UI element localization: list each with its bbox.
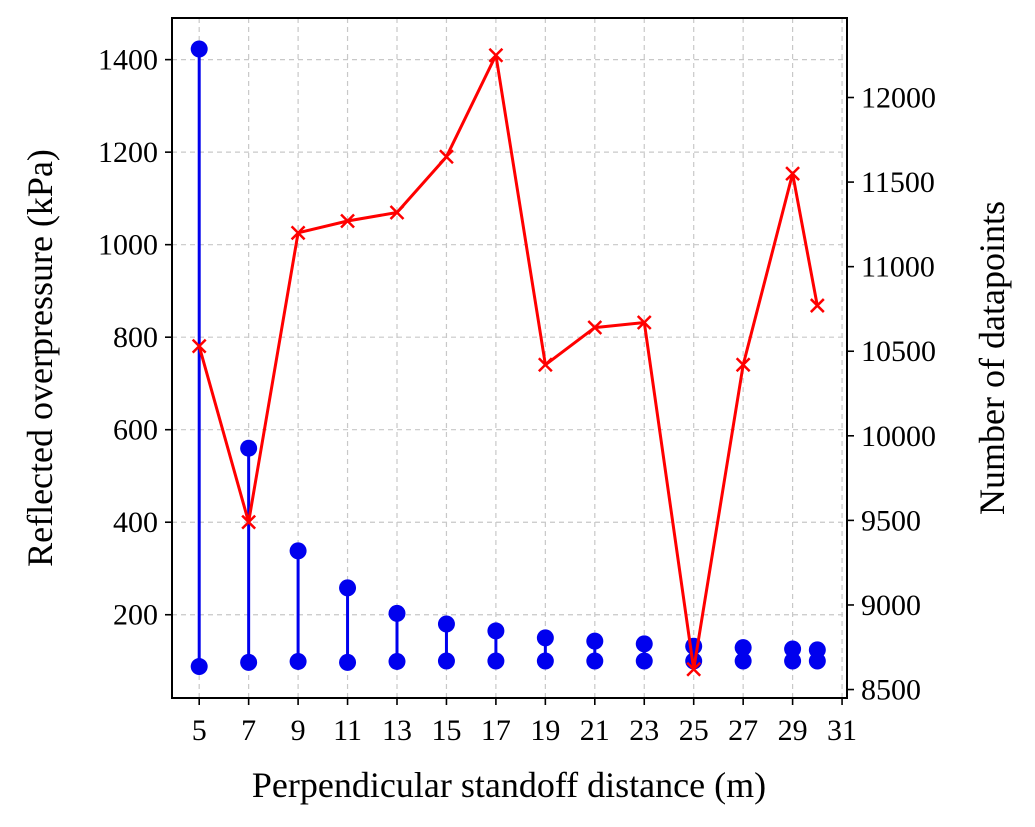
count-marker [587,320,603,335]
x-tick-label: 17 [481,714,511,747]
y-right-tick-label: 11500 [861,166,935,199]
y-axis-right: 8500 9000 9500 10000 10500 11000 11500 12000 [847,82,936,707]
range-series [190,40,826,676]
y-axis-right-title: Number of datapoints [972,201,1012,515]
grid-lines [172,18,847,698]
range-high-dot [240,439,258,457]
y-right-tick-label: 12000 [861,82,936,115]
y-left-tick-label: 800 [113,321,158,354]
y-right-tick-label: 10000 [861,420,936,453]
count-marker [636,315,652,330]
y-left-tick-label: 1400 [98,44,158,77]
y-left-tick-label: 1200 [98,136,158,169]
x-tick-label: 7 [241,714,256,747]
range-high-dot [388,604,406,622]
y-left-tick-label: 1000 [98,229,158,262]
count-marker [241,514,257,530]
count-marker [439,149,454,165]
range-high-dot [734,639,752,657]
range-low-dot [388,652,406,670]
y-right-tick-label: 8500 [861,674,921,707]
x-tick-label: 31 [827,714,857,747]
count-marker [686,661,702,677]
range-low-dot [734,652,752,670]
range-low-dot [586,652,604,670]
range-low-dot [536,652,554,670]
x-tick-label: 23 [629,714,659,747]
range-high-dot [289,542,307,560]
x-tick-label: 13 [382,714,412,747]
x-tick-label: 5 [192,714,207,747]
y-left-tick-label: 200 [113,599,158,632]
x-axis: 5 7 9 11 13 15 17 19 21 23 25 27 29 31 [192,698,857,747]
range-low-dot [635,652,653,670]
x-tick-label: 21 [580,714,610,747]
x-tick-label: 29 [778,714,808,747]
count-marker [735,357,751,373]
count-line [197,53,819,671]
range-low-dot [487,652,505,670]
range-high-dot [784,640,802,658]
y-right-tick-label: 9500 [861,504,921,537]
count-marker [488,47,504,63]
count-marker [340,213,355,229]
range-low-dot [190,658,208,676]
range-low-dot [437,652,455,670]
y-right-tick-label: 9000 [861,589,921,622]
y-axis-left-title: Reflected overpressure (kPa) [20,149,60,567]
count-marker [389,205,405,220]
x-tick-label: 15 [431,714,461,747]
range-high-dot [635,635,653,653]
plot-frame [171,17,848,699]
x-tick-label: 27 [728,714,758,747]
x-tick-label: 9 [291,714,306,747]
count-marker [290,225,306,241]
y-left-tick-label: 600 [113,414,158,447]
x-tick-label: 19 [530,714,560,747]
count-marker [191,338,207,354]
range-high-dot [487,622,505,640]
range-high-dot [586,632,604,650]
y-axis-left: 200 400 600 800 1000 1200 1400 [98,44,172,632]
x-axis-title: Perpendicular standoff distance (m) [252,765,766,805]
range-low-dot [339,653,357,671]
range-low-dot [240,653,258,671]
range-high-dot [808,641,826,659]
x-tick-label: 11 [333,714,362,747]
y-right-tick-label: 11000 [861,251,935,284]
count-series [191,47,825,677]
range-low-dot [289,652,307,670]
y-left-tick-label: 400 [113,506,158,539]
range-high-dot [190,40,208,58]
y-right-tick-label: 10500 [861,335,936,368]
range-high-dot [536,629,554,647]
x-tick-label: 25 [679,714,709,747]
count-marker [785,166,800,182]
range-low-dot [784,652,802,670]
range-high-dot [339,579,357,597]
range-high-dot [437,615,455,633]
count-marker [809,298,825,313]
count-marker [537,357,553,373]
